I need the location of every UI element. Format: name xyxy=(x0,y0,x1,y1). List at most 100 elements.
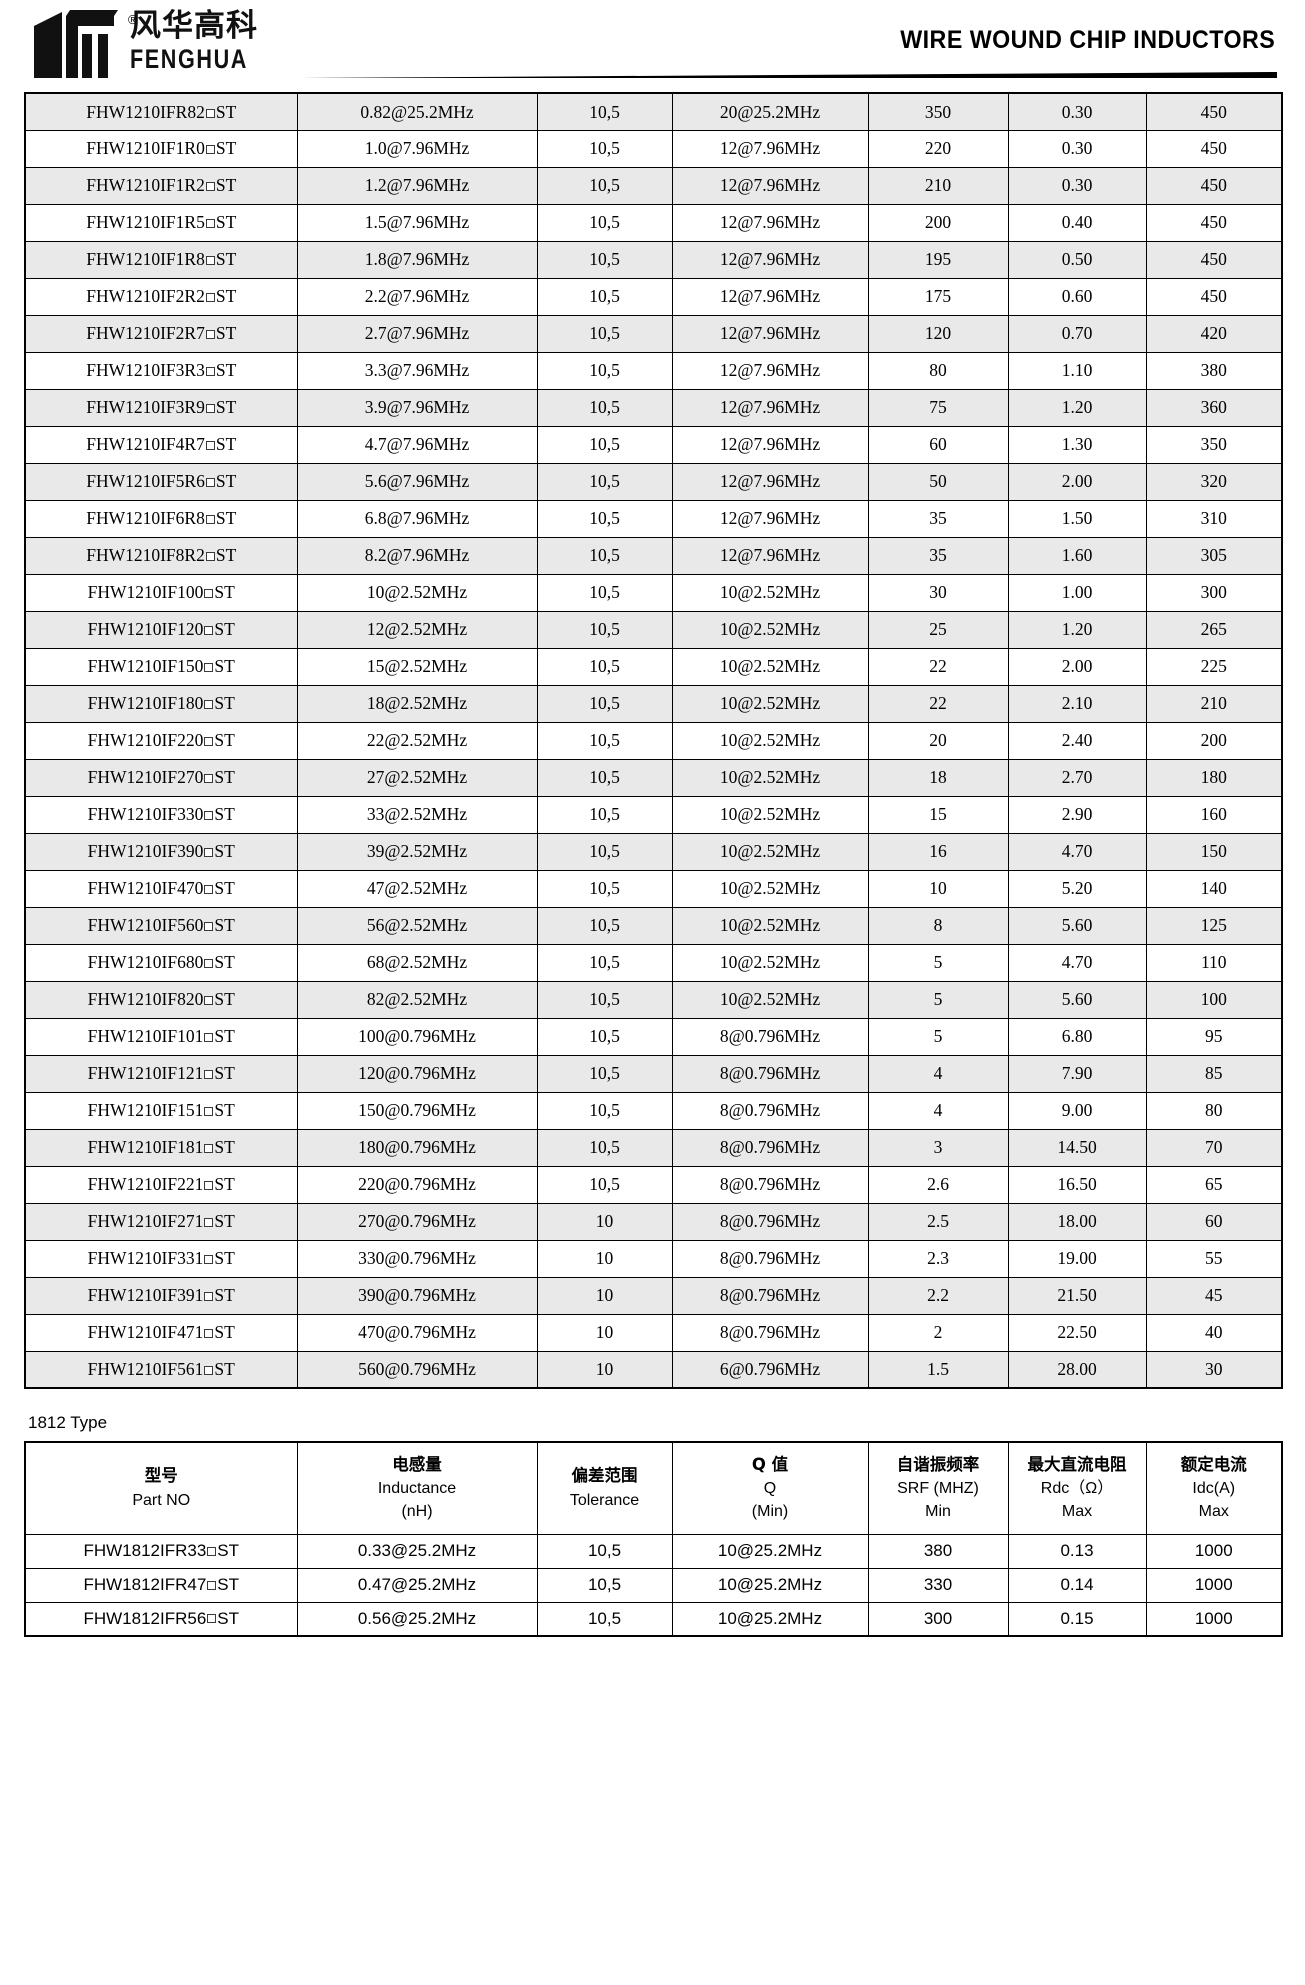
table-row: FHW1210IF1R5 ST 1.5@7.96MHz 10,5 12@7.96MHz 2… xyxy=(24,203,1283,242)
cell-srf: 22 xyxy=(867,684,1009,723)
column-header-1: 型号 Part NO xyxy=(24,1441,298,1535)
column-header-6: 最大直流电阻 Rdc（Ω） Max xyxy=(1007,1441,1147,1535)
cell-q: 10@25.2MHz xyxy=(671,1567,869,1603)
cell-tolerance: 10,5 xyxy=(536,906,673,945)
tolerance-code-placeholder-icon xyxy=(207,1546,217,1556)
table-row: FHW1210IF8R2 ST 8.2@7.96MHz 10,5 12@7.96MHz 3… xyxy=(24,536,1283,575)
column-header-cn: 型号 xyxy=(144,1466,178,1486)
spec-table-1812-body: FHW1812IFR33 ST 0.33@25.2MHz 10,5 10@25.2MHz… xyxy=(24,1533,1283,1637)
column-header-5: 自谐振频率 SRF (MHZ) Min xyxy=(867,1441,1009,1535)
cell-tolerance: 10,5 xyxy=(536,610,673,649)
cell-srf: 5 xyxy=(867,1017,1009,1056)
cell-srf: 4 xyxy=(867,1054,1009,1093)
cell-rdc: 0.30 xyxy=(1007,166,1147,205)
cell-tolerance: 10,5 xyxy=(536,795,673,834)
cell-idc: 55 xyxy=(1145,1239,1283,1278)
cell-inductance: 0.47@25.2MHz xyxy=(296,1567,538,1603)
tolerance-code-placeholder-icon xyxy=(205,182,215,192)
table-row: FHW1210IF4R7 ST 4.7@7.96MHz 10,5 12@7.96MHz 6… xyxy=(24,425,1283,464)
cell-rdc: 1.50 xyxy=(1007,499,1147,538)
cell-srf: 350 xyxy=(867,92,1009,131)
cell-part-no: FHW1210IF1R8 ST xyxy=(24,240,298,279)
column-header-cn: 电感量 xyxy=(392,1454,442,1474)
cell-inductance: 10@2.52MHz xyxy=(296,573,538,612)
column-header-sub: (nH) xyxy=(401,1503,433,1521)
cell-idc: 40 xyxy=(1145,1313,1283,1352)
cell-rdc: 0.13 xyxy=(1007,1533,1147,1569)
table-row: FHW1210IF180 ST 18@2.52MHz 10,5 10@2.52MHz 22… xyxy=(24,684,1283,723)
tolerance-code-placeholder-icon xyxy=(204,1218,214,1228)
cell-idc: 200 xyxy=(1145,721,1283,760)
tolerance-code-placeholder-icon xyxy=(204,1144,214,1154)
cell-rdc: 4.70 xyxy=(1007,832,1147,871)
cell-rdc: 0.30 xyxy=(1007,129,1147,168)
cell-srf: 18 xyxy=(867,758,1009,797)
column-header-en: Rdc（Ω） xyxy=(1040,1479,1114,1497)
cell-tolerance: 10,5 xyxy=(536,277,673,316)
cell-part-no: FHW1210IF181 ST xyxy=(24,1128,298,1167)
cell-inductance: 0.33@25.2MHz xyxy=(296,1533,538,1569)
column-header-sub: (Min) xyxy=(751,1503,789,1521)
cell-part-no: FHW1210IF3R3 ST xyxy=(24,351,298,390)
cell-tolerance: 10,5 xyxy=(536,1601,673,1637)
cell-inductance: 2.2@7.96MHz xyxy=(296,277,538,316)
cell-idc: 450 xyxy=(1145,129,1283,168)
table-row: FHW1210IF150 ST 15@2.52MHz 10,5 10@2.52MHz 22… xyxy=(24,647,1283,686)
cell-tolerance: 10 xyxy=(536,1276,673,1315)
cell-inductance: 6.8@7.96MHz xyxy=(296,499,538,538)
cell-inductance: 8.2@7.96MHz xyxy=(296,536,538,575)
cell-q: 12@7.96MHz xyxy=(671,388,869,427)
cell-q: 10@2.52MHz xyxy=(671,573,869,612)
cell-inductance: 0.56@25.2MHz xyxy=(296,1601,538,1637)
cell-tolerance: 10,5 xyxy=(536,1091,673,1130)
tolerance-code-placeholder-icon xyxy=(204,589,214,599)
cell-tolerance: 10 xyxy=(536,1202,673,1241)
cell-rdc: 2.40 xyxy=(1007,721,1147,760)
cell-inductance: 1.0@7.96MHz xyxy=(296,129,538,168)
cell-srf: 4 xyxy=(867,1091,1009,1130)
fenghua-logo-icon xyxy=(28,8,124,84)
tolerance-code-placeholder-icon xyxy=(207,1614,217,1624)
cell-inductance: 220@0.796MHz xyxy=(296,1165,538,1204)
cell-inductance: 82@2.52MHz xyxy=(296,980,538,1019)
cell-idc: 80 xyxy=(1145,1091,1283,1130)
table-row: FHW1210IF5R6 ST 5.6@7.96MHz 10,5 12@7.96MHz 5… xyxy=(24,462,1283,501)
cell-tolerance: 10,5 xyxy=(536,1567,673,1603)
cell-rdc: 0.40 xyxy=(1007,203,1147,242)
column-header-3: 偏差范围 Tolerance xyxy=(536,1441,673,1535)
cell-tolerance: 10,5 xyxy=(536,240,673,279)
cell-idc: 450 xyxy=(1145,92,1283,131)
cell-idc: 60 xyxy=(1145,1202,1283,1241)
cell-srf: 50 xyxy=(867,462,1009,501)
table-row: FHW1210IF680 ST 68@2.52MHz 10,5 10@2.52MHz 5 4… xyxy=(24,943,1283,982)
cell-tolerance: 10,5 xyxy=(536,1054,673,1093)
cell-idc: 70 xyxy=(1145,1128,1283,1167)
cell-q: 8@0.796MHz xyxy=(671,1313,869,1352)
cell-rdc: 4.70 xyxy=(1007,943,1147,982)
cell-tolerance: 10,5 xyxy=(536,314,673,353)
cell-idc: 350 xyxy=(1145,425,1283,464)
table-row: FHW1210IF391 ST 390@0.796MHz 10 8@0.796MHz 2.… xyxy=(24,1276,1283,1315)
spec-table-1210: FHW1210IFR82 ST 0.82@25.2MHz 10,5 20@25.2MHz… xyxy=(24,92,1283,1389)
table-row: FHW1210IF561 ST 560@0.796MHz 10 6@0.796MHz 1.… xyxy=(24,1350,1283,1389)
cell-q: 10@2.52MHz xyxy=(671,684,869,723)
cell-rdc: 21.50 xyxy=(1007,1276,1147,1315)
table-row: FHW1210IF100 ST 10@2.52MHz 10,5 10@2.52MHz 30… xyxy=(24,573,1283,612)
cell-inductance: 5.6@7.96MHz xyxy=(296,462,538,501)
cell-part-no: FHW1210IF470 ST xyxy=(24,869,298,908)
cell-part-no: FHW1210IF100 ST xyxy=(24,573,298,612)
cell-tolerance: 10,5 xyxy=(536,647,673,686)
column-header-cn: Q 值 xyxy=(751,1454,789,1474)
cell-inductance: 68@2.52MHz xyxy=(296,943,538,982)
cell-inductance: 27@2.52MHz xyxy=(296,758,538,797)
cell-srf: 210 xyxy=(867,166,1009,205)
tolerance-code-placeholder-icon xyxy=(205,145,215,155)
cell-tolerance: 10,5 xyxy=(536,425,673,464)
tolerance-code-placeholder-icon xyxy=(204,1107,214,1117)
brand-text: 风华高科 FENGHUA xyxy=(130,8,278,74)
table-1812-wrapper: 型号 Part NO 电感量 Inductance (nH) 偏差范围 Tolerance Q… xyxy=(0,1441,1305,1637)
spec-table-1812: 型号 Part NO 电感量 Inductance (nH) 偏差范围 Tolerance Q… xyxy=(24,1441,1283,1637)
brand-name-en: FENGHUA xyxy=(130,44,248,74)
cell-rdc: 28.00 xyxy=(1007,1350,1147,1389)
tolerance-code-placeholder-icon xyxy=(204,885,214,895)
